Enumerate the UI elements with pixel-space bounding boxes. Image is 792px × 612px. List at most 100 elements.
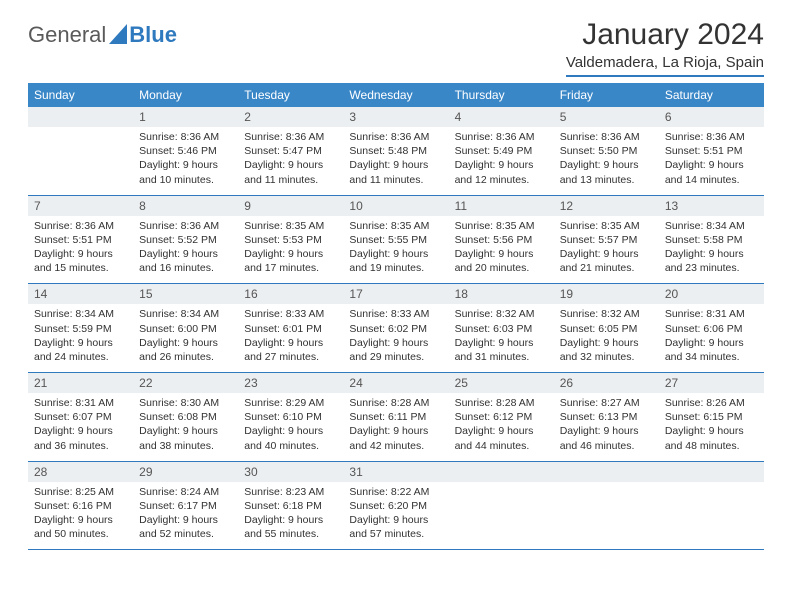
day-number: 17: [343, 284, 448, 304]
daylight-line: Daylight: 9 hours and 24 minutes.: [34, 336, 127, 364]
sunrise-line: Sunrise: 8:34 AM: [34, 307, 127, 321]
day-body: Sunrise: 8:26 AMSunset: 6:15 PMDaylight:…: [659, 393, 764, 461]
weekday-header: Thursday: [449, 83, 554, 107]
day-number: 4: [449, 107, 554, 127]
sunset-line: Sunset: 6:05 PM: [560, 322, 653, 336]
calendar-day-cell: 22Sunrise: 8:30 AMSunset: 6:08 PMDayligh…: [133, 373, 238, 462]
day-number: 9: [238, 196, 343, 216]
daylight-line: Daylight: 9 hours and 34 minutes.: [665, 336, 758, 364]
sunset-line: Sunset: 5:51 PM: [34, 233, 127, 247]
sunset-line: Sunset: 6:10 PM: [244, 410, 337, 424]
calendar-day-cell: 28Sunrise: 8:25 AMSunset: 6:16 PMDayligh…: [28, 461, 133, 550]
calendar-day-cell: 30Sunrise: 8:23 AMSunset: 6:18 PMDayligh…: [238, 461, 343, 550]
calendar-empty-cell: [28, 107, 133, 195]
calendar-week-row: 21Sunrise: 8:31 AMSunset: 6:07 PMDayligh…: [28, 373, 764, 462]
sunrise-line: Sunrise: 8:29 AM: [244, 396, 337, 410]
daylight-line: Daylight: 9 hours and 52 minutes.: [139, 513, 232, 541]
daylight-line: Daylight: 9 hours and 38 minutes.: [139, 424, 232, 452]
sunrise-line: Sunrise: 8:35 AM: [349, 219, 442, 233]
calendar-day-cell: 10Sunrise: 8:35 AMSunset: 5:55 PMDayligh…: [343, 195, 448, 284]
day-number: 12: [554, 196, 659, 216]
calendar-day-cell: 9Sunrise: 8:35 AMSunset: 5:53 PMDaylight…: [238, 195, 343, 284]
day-number: 18: [449, 284, 554, 304]
daylight-line: Daylight: 9 hours and 23 minutes.: [665, 247, 758, 275]
day-body: Sunrise: 8:22 AMSunset: 6:20 PMDaylight:…: [343, 482, 448, 550]
weekday-header: Wednesday: [343, 83, 448, 107]
calendar-empty-cell: [659, 461, 764, 550]
daylight-line: Daylight: 9 hours and 15 minutes.: [34, 247, 127, 275]
day-body: Sunrise: 8:28 AMSunset: 6:12 PMDaylight:…: [449, 393, 554, 461]
sunset-line: Sunset: 5:51 PM: [665, 144, 758, 158]
header: General Blue January 2024 Valdemadera, L…: [28, 18, 764, 77]
calendar-page: General Blue January 2024 Valdemadera, L…: [0, 0, 792, 568]
calendar-day-cell: 25Sunrise: 8:28 AMSunset: 6:12 PMDayligh…: [449, 373, 554, 462]
sunset-line: Sunset: 5:50 PM: [560, 144, 653, 158]
calendar-day-cell: 4Sunrise: 8:36 AMSunset: 5:49 PMDaylight…: [449, 107, 554, 195]
daylight-line: Daylight: 9 hours and 16 minutes.: [139, 247, 232, 275]
day-body: Sunrise: 8:34 AMSunset: 6:00 PMDaylight:…: [133, 304, 238, 372]
sunrise-line: Sunrise: 8:34 AM: [665, 219, 758, 233]
sunrise-line: Sunrise: 8:28 AM: [349, 396, 442, 410]
day-body: [28, 127, 133, 187]
sunset-line: Sunset: 6:01 PM: [244, 322, 337, 336]
calendar-body: 1Sunrise: 8:36 AMSunset: 5:46 PMDaylight…: [28, 107, 764, 550]
calendar-week-row: 1Sunrise: 8:36 AMSunset: 5:46 PMDaylight…: [28, 107, 764, 195]
sunrise-line: Sunrise: 8:31 AM: [34, 396, 127, 410]
calendar-day-cell: 27Sunrise: 8:26 AMSunset: 6:15 PMDayligh…: [659, 373, 764, 462]
weekday-header: Friday: [554, 83, 659, 107]
daylight-line: Daylight: 9 hours and 20 minutes.: [455, 247, 548, 275]
daylight-line: Daylight: 9 hours and 19 minutes.: [349, 247, 442, 275]
calendar-day-cell: 12Sunrise: 8:35 AMSunset: 5:57 PMDayligh…: [554, 195, 659, 284]
day-body: Sunrise: 8:35 AMSunset: 5:57 PMDaylight:…: [554, 216, 659, 284]
day-body: Sunrise: 8:32 AMSunset: 6:05 PMDaylight:…: [554, 304, 659, 372]
weekday-header: Tuesday: [238, 83, 343, 107]
calendar-week-row: 7Sunrise: 8:36 AMSunset: 5:51 PMDaylight…: [28, 195, 764, 284]
day-body: Sunrise: 8:35 AMSunset: 5:56 PMDaylight:…: [449, 216, 554, 284]
sunset-line: Sunset: 5:55 PM: [349, 233, 442, 247]
weekday-header: Monday: [133, 83, 238, 107]
sunrise-line: Sunrise: 8:35 AM: [560, 219, 653, 233]
day-body: [554, 482, 659, 542]
calendar-day-cell: 13Sunrise: 8:34 AMSunset: 5:58 PMDayligh…: [659, 195, 764, 284]
day-number: 16: [238, 284, 343, 304]
sunrise-line: Sunrise: 8:31 AM: [665, 307, 758, 321]
calendar-day-cell: 15Sunrise: 8:34 AMSunset: 6:00 PMDayligh…: [133, 284, 238, 373]
day-body: Sunrise: 8:36 AMSunset: 5:46 PMDaylight:…: [133, 127, 238, 195]
day-number: 31: [343, 462, 448, 482]
day-body: Sunrise: 8:33 AMSunset: 6:02 PMDaylight:…: [343, 304, 448, 372]
calendar-empty-cell: [449, 461, 554, 550]
sunset-line: Sunset: 5:57 PM: [560, 233, 653, 247]
page-title: January 2024: [566, 18, 764, 52]
day-body: Sunrise: 8:31 AMSunset: 6:07 PMDaylight:…: [28, 393, 133, 461]
sunrise-line: Sunrise: 8:23 AM: [244, 485, 337, 499]
sunrise-line: Sunrise: 8:36 AM: [560, 130, 653, 144]
daylight-line: Daylight: 9 hours and 13 minutes.: [560, 158, 653, 186]
day-number: 24: [343, 373, 448, 393]
sunrise-line: Sunrise: 8:36 AM: [34, 219, 127, 233]
sunrise-line: Sunrise: 8:36 AM: [665, 130, 758, 144]
sunrise-line: Sunrise: 8:22 AM: [349, 485, 442, 499]
calendar-day-cell: 26Sunrise: 8:27 AMSunset: 6:13 PMDayligh…: [554, 373, 659, 462]
day-number: 28: [28, 462, 133, 482]
calendar-empty-cell: [554, 461, 659, 550]
sunrise-line: Sunrise: 8:36 AM: [244, 130, 337, 144]
sunrise-line: Sunrise: 8:34 AM: [139, 307, 232, 321]
calendar-day-cell: 6Sunrise: 8:36 AMSunset: 5:51 PMDaylight…: [659, 107, 764, 195]
sunset-line: Sunset: 5:58 PM: [665, 233, 758, 247]
daylight-line: Daylight: 9 hours and 11 minutes.: [244, 158, 337, 186]
day-body: [659, 482, 764, 542]
daylight-line: Daylight: 9 hours and 21 minutes.: [560, 247, 653, 275]
weekday-header: Sunday: [28, 83, 133, 107]
sunrise-line: Sunrise: 8:32 AM: [560, 307, 653, 321]
day-body: [449, 482, 554, 542]
calendar-day-cell: 18Sunrise: 8:32 AMSunset: 6:03 PMDayligh…: [449, 284, 554, 373]
day-number: 19: [554, 284, 659, 304]
calendar-week-row: 14Sunrise: 8:34 AMSunset: 5:59 PMDayligh…: [28, 284, 764, 373]
sunset-line: Sunset: 5:46 PM: [139, 144, 232, 158]
day-number: [554, 462, 659, 482]
sunrise-line: Sunrise: 8:36 AM: [139, 219, 232, 233]
sunrise-line: Sunrise: 8:24 AM: [139, 485, 232, 499]
day-number: 8: [133, 196, 238, 216]
calendar-day-cell: 1Sunrise: 8:36 AMSunset: 5:46 PMDaylight…: [133, 107, 238, 195]
day-body: Sunrise: 8:35 AMSunset: 5:55 PMDaylight:…: [343, 216, 448, 284]
